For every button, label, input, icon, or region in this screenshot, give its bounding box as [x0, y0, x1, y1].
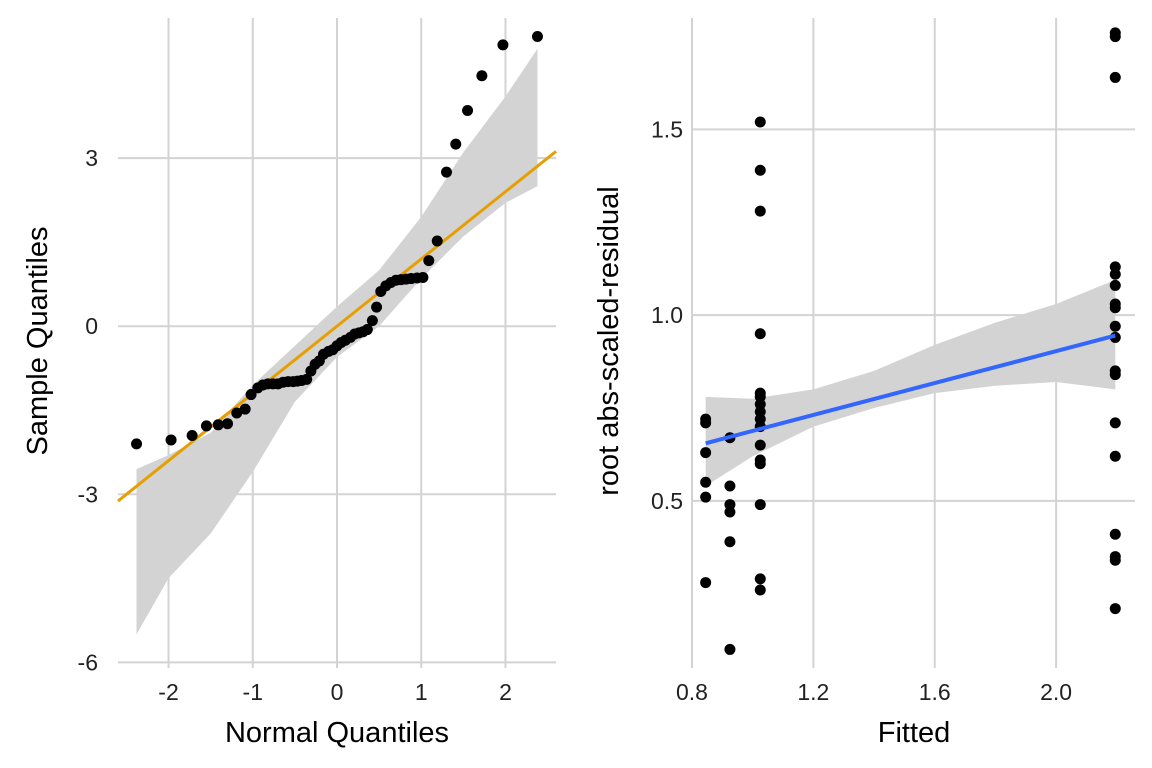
data-point	[1109, 279, 1121, 291]
x-tick-label: 0.8	[676, 679, 708, 705]
x-axis-title: Fitted	[878, 717, 951, 749]
data-point	[724, 480, 736, 492]
data-point	[724, 536, 736, 548]
data-point	[700, 491, 712, 503]
x-tick-label: -1	[243, 679, 263, 705]
y-tick-label: 1.5	[651, 116, 683, 142]
x-tick-label: 0	[331, 679, 344, 705]
data-point	[754, 205, 766, 217]
data-point	[165, 434, 177, 446]
y-tick-label: 0.5	[651, 488, 683, 514]
data-point	[131, 438, 143, 450]
data-point	[754, 584, 766, 596]
data-point	[301, 373, 313, 385]
data-point	[245, 389, 257, 401]
data-point	[700, 417, 712, 429]
data-point	[1109, 31, 1121, 43]
data-point	[700, 476, 712, 488]
data-point	[212, 419, 224, 431]
data-point	[186, 429, 198, 441]
data-point	[239, 403, 251, 415]
data-point	[724, 643, 736, 655]
data-point	[417, 271, 429, 283]
data-point	[423, 255, 435, 267]
data-point	[462, 104, 474, 116]
data-point	[200, 420, 212, 432]
qq-plot-panel: -2 -1 0 1 2 -6 -3 0 3 Normal Quantiles Sample Quan…	[22, 18, 557, 749]
data-point	[754, 164, 766, 176]
data-point	[1109, 71, 1121, 83]
data-point	[754, 573, 766, 585]
data-point	[1109, 528, 1121, 540]
data-point	[222, 418, 233, 430]
data-point	[1109, 554, 1121, 566]
data-point	[371, 301, 383, 313]
data-point	[1109, 369, 1121, 381]
data-point	[231, 407, 243, 419]
y-tick-label: 3	[85, 145, 98, 171]
scale-location-panel: 0.8 1.2 1.6 2.0 0.5 1.0 1.5 Fitted root abs-scal…	[593, 18, 1135, 749]
x-tick-label: -2	[158, 679, 178, 705]
data-point	[754, 328, 766, 340]
data-point	[754, 439, 766, 451]
data-point	[1109, 302, 1121, 314]
data-point	[431, 235, 443, 247]
data-point	[1109, 450, 1121, 462]
data-point	[1109, 320, 1121, 332]
data-point	[754, 499, 766, 511]
y-axis-title: root abs-scaled-residual	[593, 186, 625, 495]
x-axis-title: Normal Quantiles	[225, 717, 449, 749]
data-point	[476, 70, 488, 82]
data-point	[700, 577, 712, 589]
data-point	[700, 447, 712, 459]
y-tick-label: 0	[85, 313, 98, 339]
data-point	[441, 166, 452, 178]
y-axis-title: Sample Quantiles	[22, 227, 54, 456]
reference-line	[117, 150, 557, 503]
data-point	[450, 138, 462, 150]
smooth-line	[705, 333, 1116, 446]
data-point	[361, 324, 373, 336]
data-point	[754, 116, 766, 128]
data-point	[724, 506, 736, 518]
x-tick-label: 1	[415, 679, 428, 705]
y-tick-label: -3	[78, 481, 98, 507]
y-tick-label: 1.0	[651, 302, 683, 328]
data-point	[497, 39, 509, 51]
x-tick-label: 1.2	[797, 679, 829, 705]
y-tick-label: -6	[78, 649, 98, 675]
data-point	[1109, 603, 1121, 615]
data-point	[366, 315, 378, 327]
data-point	[1109, 268, 1121, 280]
x-tick-label: 2.0	[1040, 679, 1072, 705]
confidence-band	[705, 279, 1116, 486]
data-point	[754, 458, 766, 470]
x-tick-label: 1.6	[919, 679, 951, 705]
x-tick-label: 2	[499, 679, 512, 705]
data-point	[531, 30, 543, 42]
data-point	[1109, 417, 1121, 429]
